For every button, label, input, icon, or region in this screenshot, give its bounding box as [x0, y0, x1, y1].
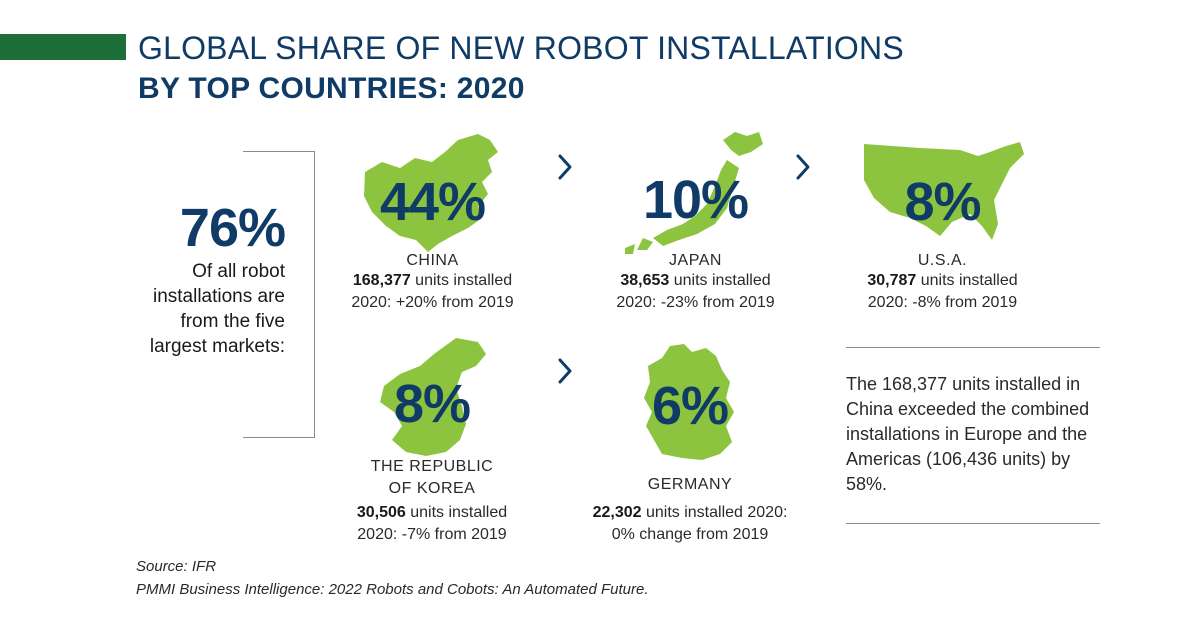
- units-suffix: units installed: [669, 272, 771, 289]
- china-note: The 168,377 units installed in China exc…: [846, 374, 1090, 494]
- units-installed: 22,302 units installed 2020:: [580, 502, 800, 524]
- germany-map-icon: [644, 344, 734, 460]
- country-name: U.S.A.: [917, 252, 968, 269]
- share-value: 6%: [651, 376, 729, 436]
- units-suffix: units installed: [916, 272, 1018, 289]
- share-value: 44%: [379, 172, 486, 232]
- units-installed: 30,506 units installed: [312, 502, 552, 524]
- units-suffix: units installed: [405, 504, 508, 521]
- summary-percentage: 76%: [179, 198, 286, 258]
- units-value: 168,377: [352, 272, 411, 289]
- units-suffix: units installed: [410, 272, 513, 289]
- yoy-change: 2020: -7% from 2019: [357, 526, 507, 543]
- yoy-change: 2020: -23% from 2019: [616, 294, 775, 311]
- country-name-line1: THE REPUBLIC: [370, 458, 494, 475]
- country-name: CHINA: [406, 252, 459, 269]
- source-line: Source: IFR: [136, 558, 217, 575]
- share-value: 10%: [642, 170, 749, 230]
- country-japan: 10% JAPAN 38,653 units installed 2020: -…: [616, 130, 775, 380]
- chevron-right-icon: [796, 154, 810, 180]
- units-value: 30,506: [356, 504, 406, 521]
- korea-map-icon: [380, 338, 486, 456]
- chevron-right-icon: [558, 154, 572, 180]
- note-rule-top: [846, 347, 1100, 348]
- yoy-change: 0% change from 2019: [611, 526, 769, 543]
- chart-title: GLOBAL SHARE OF NEW ROBOT INSTALLATIONS: [138, 30, 904, 66]
- country-usa: 8% U.S.A. 30,787 units installed 2020: -…: [860, 140, 1025, 390]
- units-installed: 30,787 units installed: [800, 270, 1085, 292]
- summary-block: 76% Of all robot installations are from …: [140, 197, 286, 359]
- share-value: 8%: [904, 172, 981, 232]
- country-china: 44% CHINA 168,377 units installed 2020: …: [351, 132, 514, 382]
- units-installed: 168,377 units installed: [300, 270, 565, 292]
- note-rule-bottom: [846, 523, 1100, 524]
- units-value: 22,302: [592, 504, 642, 521]
- summary-text: Of all robot installations are from the …: [149, 261, 285, 357]
- chevron-right-icon: [558, 358, 572, 384]
- chart-subtitle: BY TOP COUNTRIES: 2020: [138, 72, 525, 105]
- units-installed: 38,653 units installed: [563, 270, 828, 292]
- yoy-change: 2020: -8% from 2019: [867, 294, 1018, 311]
- country-germany: 6% GERMANY 22,302 units installed 2020: …: [593, 342, 787, 566]
- units-value: 30,787: [867, 272, 917, 289]
- country-name-line2: OF KOREA: [388, 480, 476, 497]
- yoy-change: 2020: +20% from 2019: [351, 294, 514, 311]
- country-korea: 8% THE REPUBLIC OF KOREA 30,506 units in…: [357, 336, 507, 566]
- accent-bar: [0, 34, 126, 60]
- units-suffix: units installed 2020:: [641, 504, 788, 521]
- country-name: GERMANY: [647, 476, 733, 493]
- china-map-icon: [364, 134, 498, 252]
- usa-map-icon: [864, 142, 1024, 240]
- share-value: 8%: [393, 374, 471, 434]
- summary-bracket: [243, 151, 315, 438]
- japan-map-icon: [625, 132, 763, 254]
- country-name: JAPAN: [669, 252, 722, 269]
- units-value: 38,653: [620, 272, 670, 289]
- source-publication: PMMI Business Intelligence: 2022 Robots …: [136, 581, 649, 598]
